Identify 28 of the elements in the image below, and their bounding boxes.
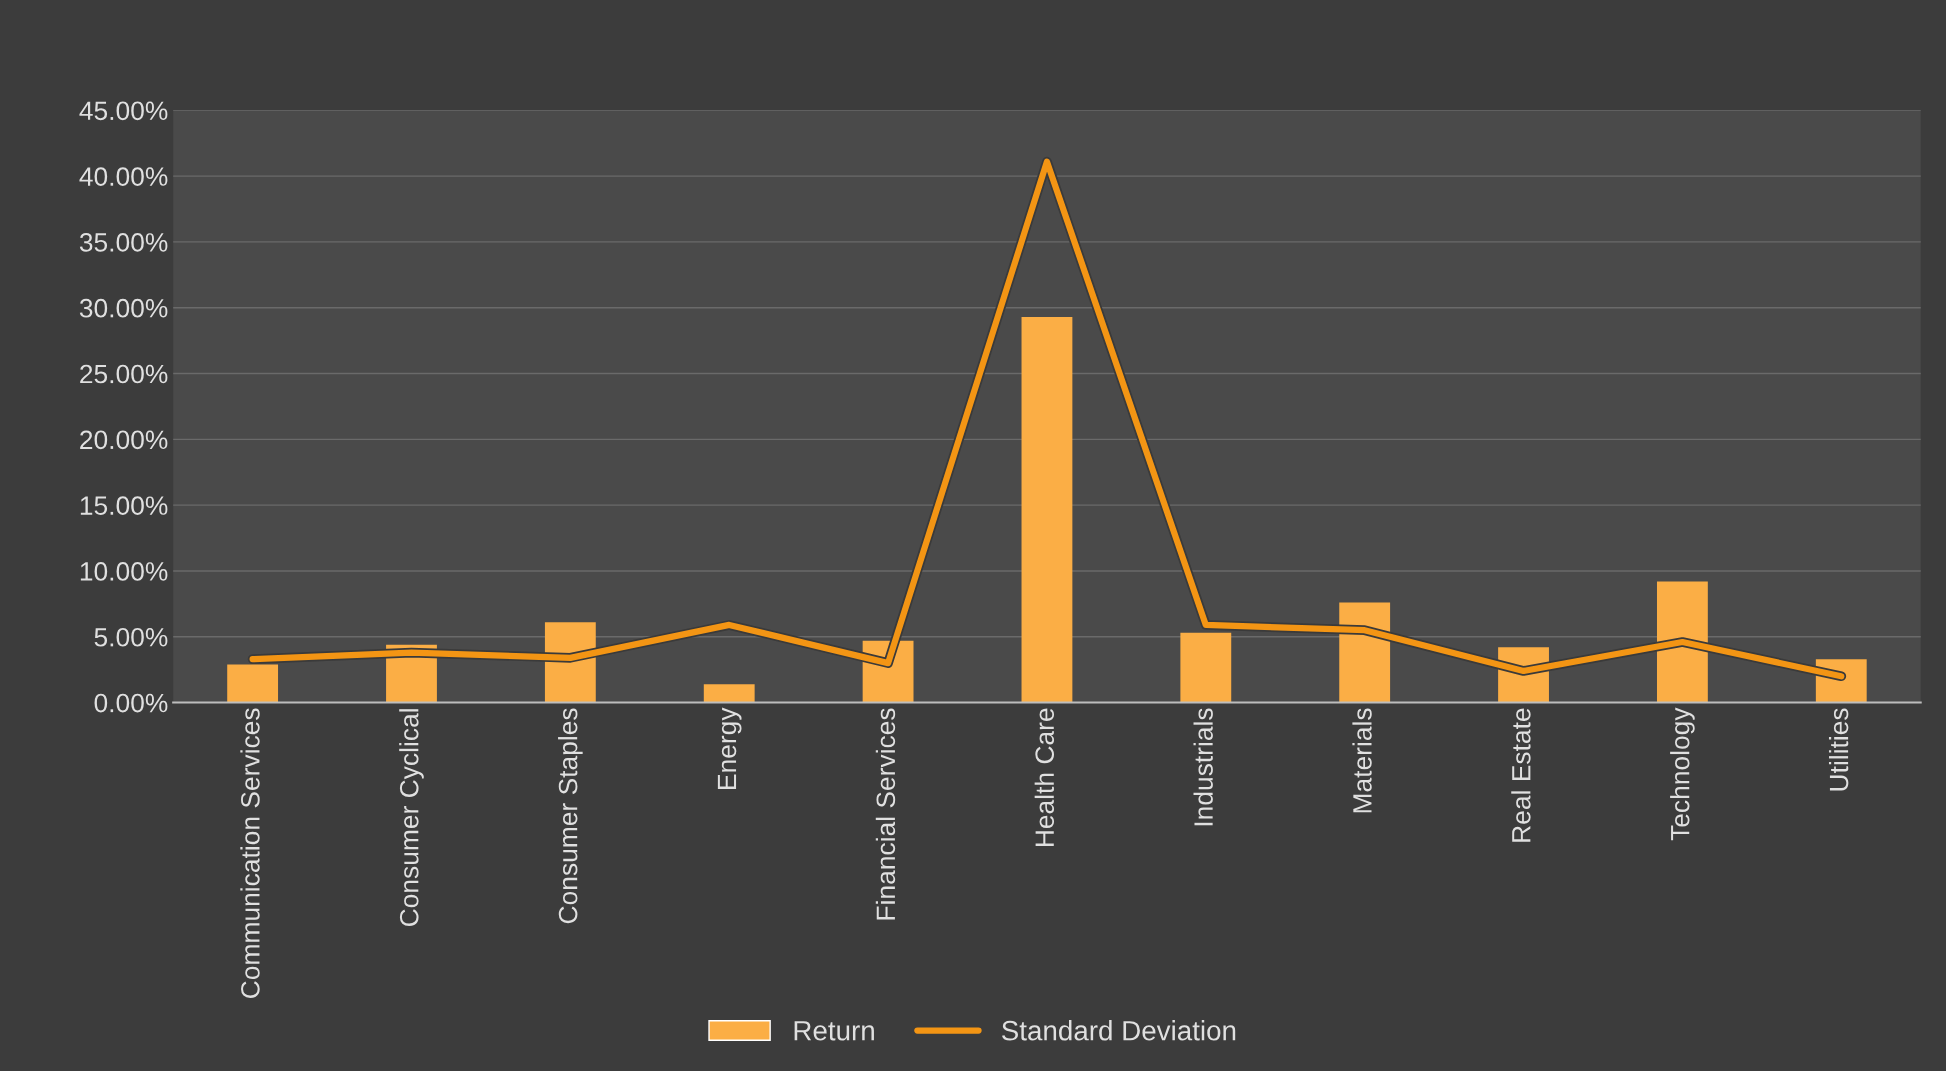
y-tick-label: 20.00% (80, 430, 168, 450)
x-tick-label: Financial Services (875, 708, 896, 920)
x-tick-label: Technology (1670, 707, 1695, 841)
legend-label: Standard Deviation (1001, 1020, 1236, 1041)
bar (703, 684, 755, 703)
x-tick-label: Communication Services (240, 708, 260, 998)
y-tick-label: 10.00% (80, 562, 168, 581)
y-tick-label: 15.00% (80, 496, 168, 515)
x-tick-label: Utilities (1828, 708, 1849, 791)
x-tick-label: Health Care (1034, 708, 1055, 847)
bar (1021, 316, 1073, 703)
x-tick-label: Real Estate (1511, 708, 1531, 842)
y-tick-label: 40.00% (79, 167, 168, 186)
y-tick-label: 25.00% (80, 364, 168, 384)
x-tick-label: Materials (1352, 708, 1372, 813)
y-tick-label: 45.00% (79, 101, 168, 121)
y-tick-label: 35.00% (79, 233, 168, 252)
bar (227, 664, 279, 703)
x-tick-label: Energy (717, 707, 742, 789)
bar (1656, 581, 1708, 703)
y-tick-label: 5.00% (94, 627, 168, 647)
bar (1180, 632, 1232, 703)
x-tick-label: Consumer Cyclical (399, 709, 424, 927)
y-tick-label: 30.00% (79, 298, 168, 318)
x-tick-label: Consumer Staples (558, 708, 583, 924)
y-tick-label: 0.00% (94, 693, 168, 713)
legend-label: Return (794, 1021, 874, 1041)
x-tick-label: Industrials (1193, 708, 1213, 826)
